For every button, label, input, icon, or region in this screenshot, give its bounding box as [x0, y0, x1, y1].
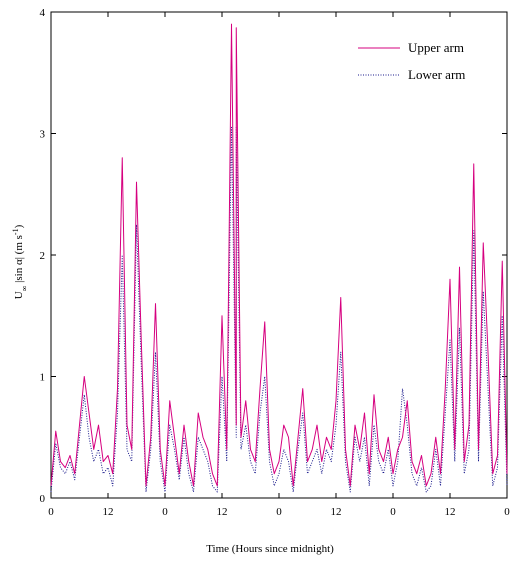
y-axis-title: U∞ |sin α| (m s-1): [11, 224, 29, 299]
y-tick-label: 2: [40, 250, 46, 262]
y-tick-label: 1: [40, 372, 46, 384]
x-tick-label: 0: [276, 506, 282, 518]
x-tick-label: 12: [331, 506, 342, 518]
legend-label-upper-arm: Upper arm: [408, 40, 464, 55]
series-line-upper-arm: [50, 23, 508, 487]
x-tick-label: 0: [162, 506, 168, 518]
x-axis-ticks: 0 12 0 12 0 12 0 12 0: [48, 12, 510, 518]
y-tick-label: 0: [40, 493, 46, 505]
x-tick-label: 12: [445, 506, 456, 518]
series-line-lower-arm: [50, 126, 508, 493]
x-tick-label: 12: [217, 506, 228, 518]
series-layer: [50, 23, 508, 493]
y-axis-ticks: 0 1 2 3 4: [40, 7, 507, 505]
y-tick-label: 3: [40, 129, 46, 141]
plot-frame: [50, 11, 508, 499]
y-axis-title-end: ): [13, 224, 25, 228]
y-axis-title-superscript: -1: [11, 228, 20, 235]
legend-label-lower-arm: Lower arm: [408, 67, 465, 82]
y-tick-label: 4: [40, 7, 46, 19]
x-axis-title: Time (Hours since midnight): [206, 543, 334, 555]
x-tick-label: 0: [390, 506, 396, 518]
y-axis-title-subscript: ∞: [20, 285, 29, 291]
y-axis-title-middle: |sin α| (m s: [13, 235, 25, 286]
y-axis-title-main: U: [13, 291, 25, 299]
x-tick-label: 12: [103, 506, 114, 518]
x-tick-label: 0: [504, 506, 510, 518]
x-tick-label: 0: [48, 506, 54, 518]
legend: Upper arm Lower arm: [358, 40, 465, 82]
